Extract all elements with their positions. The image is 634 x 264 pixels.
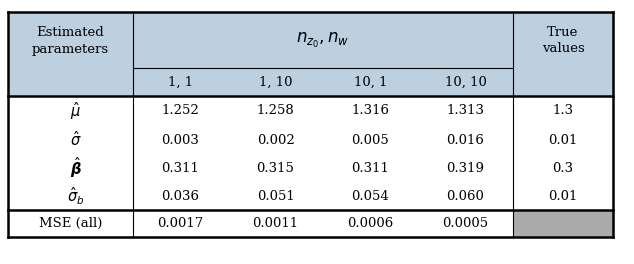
Text: $\hat{\sigma}_b$: $\hat{\sigma}_b$ (67, 185, 84, 207)
Text: 1.316: 1.316 (351, 105, 389, 117)
Text: 0.311: 0.311 (352, 162, 389, 175)
Text: 0.0011: 0.0011 (252, 217, 299, 230)
Text: 0.01: 0.01 (548, 134, 578, 147)
Text: 0.036: 0.036 (162, 190, 200, 202)
Text: 1, 10: 1, 10 (259, 76, 292, 88)
Text: 0.060: 0.060 (446, 190, 484, 202)
Text: 0.01: 0.01 (548, 190, 578, 202)
Text: 0.0006: 0.0006 (347, 217, 394, 230)
Bar (8, 182, 613, 210)
Bar (8, 12, 613, 68)
Text: 0.0017: 0.0017 (157, 217, 204, 230)
Text: 0.319: 0.319 (446, 162, 484, 175)
Text: 0.054: 0.054 (352, 190, 389, 202)
Text: 10, 1: 10, 1 (354, 76, 387, 88)
Text: 1.258: 1.258 (257, 105, 294, 117)
Text: True: True (547, 26, 579, 40)
Text: 0.016: 0.016 (446, 134, 484, 147)
Bar (8, 126, 613, 154)
Bar (8, 96, 613, 126)
Text: $\hat{\mu}$: $\hat{\mu}$ (70, 100, 81, 122)
Text: MSE (all): MSE (all) (39, 217, 102, 230)
Bar (8, 154, 613, 182)
Text: 1.252: 1.252 (162, 105, 199, 117)
Text: 0.002: 0.002 (257, 134, 294, 147)
Text: $n_{z_0}, n_w$: $n_{z_0}, n_w$ (296, 30, 349, 50)
Text: 1.313: 1.313 (446, 105, 484, 117)
Text: 0.0005: 0.0005 (443, 217, 489, 230)
Text: 0.003: 0.003 (162, 134, 200, 147)
Text: 0.005: 0.005 (352, 134, 389, 147)
Text: 1, 1: 1, 1 (168, 76, 193, 88)
Text: 10, 10: 10, 10 (444, 76, 486, 88)
Text: $\hat{\boldsymbol{\beta}}$: $\hat{\boldsymbol{\beta}}$ (70, 155, 81, 180)
Text: parameters: parameters (32, 43, 109, 55)
Bar (513, 210, 613, 237)
Text: values: values (541, 43, 585, 55)
Text: 0.315: 0.315 (257, 162, 294, 175)
Bar (8, 210, 613, 237)
Text: $\hat{\sigma}$: $\hat{\sigma}$ (70, 131, 81, 149)
Text: 0.311: 0.311 (162, 162, 200, 175)
Text: 0.3: 0.3 (552, 162, 574, 175)
Text: Estimated: Estimated (37, 26, 105, 40)
Text: 0.051: 0.051 (257, 190, 294, 202)
Text: 1.3: 1.3 (552, 105, 574, 117)
Bar (8, 68, 613, 96)
